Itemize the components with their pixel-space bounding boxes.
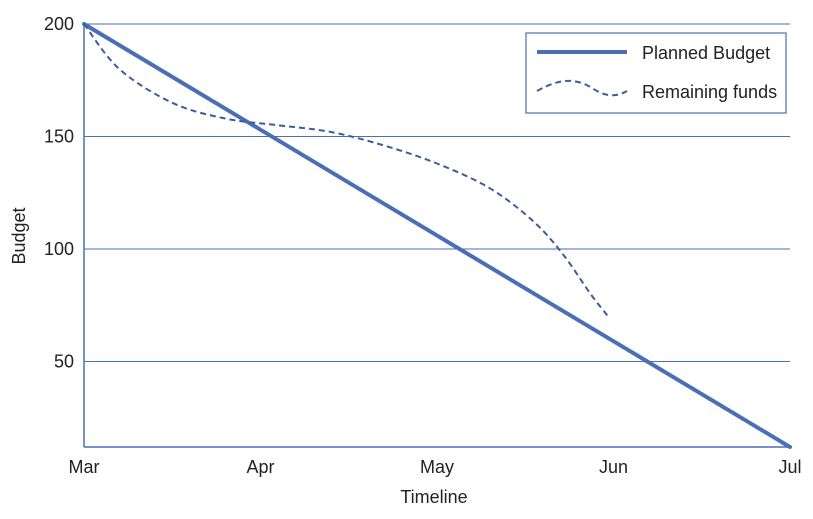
y-tick-label-150: 150 <box>44 127 74 147</box>
legend-box <box>525 32 787 114</box>
series-line-planned-budget <box>82 22 792 449</box>
series <box>82 22 792 449</box>
legend: Planned Budget Remaining funds <box>525 32 787 114</box>
legend-swatch-remaining-funds <box>536 79 628 97</box>
x-tick-label-apr: Apr <box>246 457 274 477</box>
x-tick-label-mar: Mar <box>69 457 100 477</box>
legend-label-planned-budget: Planned Budget <box>642 43 770 63</box>
x-axis-title: Timeline <box>400 487 467 507</box>
gridlines <box>84 23 790 362</box>
x-tick-label-jun: Jun <box>599 457 628 477</box>
legend-label-remaining-funds: Remaining funds <box>642 82 777 102</box>
x-tick-label-may: May <box>420 457 454 477</box>
tick-labels: 200 150 100 50 Mar Apr May Jun Jul <box>44 14 802 477</box>
series-line-remaining-funds <box>83 23 609 318</box>
x-tick-label-jul: Jul <box>778 457 801 477</box>
axes <box>83 24 790 448</box>
y-tick-label-50: 50 <box>54 352 74 372</box>
y-tick-label-200: 200 <box>44 14 74 34</box>
y-tick-label-100: 100 <box>44 239 74 259</box>
y-axis-title: Budget <box>9 207 29 264</box>
